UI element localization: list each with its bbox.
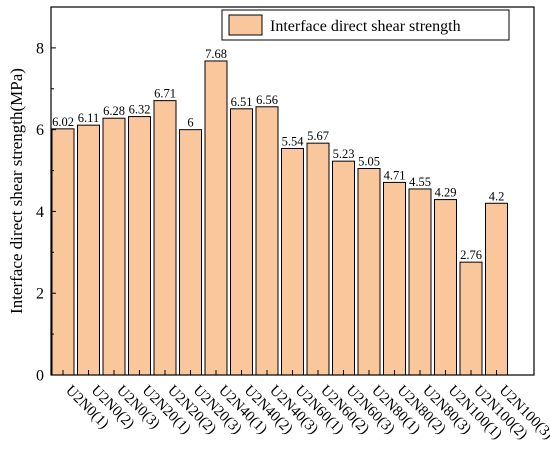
bar-U2N40(3) (255, 106, 279, 376)
data-label-U2N100(3): 4.2 (489, 189, 505, 203)
bar-U2N20(1) (128, 116, 151, 376)
bar-U2N60(3) (332, 160, 355, 376)
y-tick-label: 6 (36, 122, 44, 139)
bar-U2N0(2) (77, 124, 100, 376)
bar-U2N0(1) (51, 128, 75, 376)
data-label-U2N40(1): 7.68 (205, 47, 227, 61)
legend-label: Interface direct shear strength (270, 18, 461, 35)
bar-U2N60(2) (306, 142, 330, 376)
data-label-U2N20(2): 6.71 (154, 87, 176, 101)
data-label-U2N80(2): 4.71 (384, 168, 406, 182)
data-label-U2N80(3): 4.55 (409, 175, 431, 189)
bar-U2N20(2) (153, 100, 177, 376)
data-label-U2N20(3): 6 (187, 116, 193, 130)
x-axis: U2N0(1)U2N0(2)U2N0(3)U2N20(1)U2N20(2)U2N… (62, 370, 550, 443)
bar-U2N100(1) (434, 199, 457, 376)
data-label-U2N40(2): 6.51 (231, 95, 253, 109)
legend: Interface direct shear strength (221, 9, 510, 41)
data-label-U2N40(3): 6.56 (256, 93, 278, 107)
y-axis-title: Interface direct shear strength(MPa) (7, 68, 26, 314)
data-label-U2N100(2): 2.76 (460, 248, 482, 262)
bar-U2N80(2) (383, 181, 406, 376)
y-tick-label: 4 (36, 204, 44, 221)
bar-U2N40(2) (230, 108, 253, 376)
y-tick-label: 8 (36, 40, 44, 57)
bar-U2N0(3) (102, 117, 126, 376)
bar-U2N20(3) (179, 129, 202, 376)
y-tick-label: 2 (36, 286, 44, 303)
y-axis: 0 2 4 6 8 (36, 40, 56, 385)
data-label-U2N20(1): 6.32 (129, 103, 151, 117)
data-labels-group: 6.02 6.11 6.28 6.326.71 6 7.68 6.51 6.56 5.54 5.6… (52, 47, 504, 262)
data-label-U2N60(2): 5.67 (307, 129, 329, 143)
bar-U2N40(1) (204, 60, 228, 376)
y-tick-label: 0 (36, 368, 44, 385)
bar-U2N60(1) (281, 147, 304, 376)
bar-U2N100(3) (485, 202, 508, 376)
data-label-U2N60(1): 5.54 (282, 134, 305, 148)
data-label-U2N60(3): 5.23 (333, 147, 355, 161)
data-label-U2N100(1): 4.29 (435, 186, 457, 200)
bar-U2N80(1) (357, 168, 381, 376)
legend-swatch (228, 14, 263, 36)
bar-U2N100(2) (459, 261, 483, 376)
data-label-U2N0(3): 6.28 (103, 104, 125, 118)
data-label-U2N80(1): 5.05 (358, 155, 380, 169)
data-label-U2N0(2): 6.11 (78, 111, 99, 125)
bars-group (51, 60, 508, 376)
bar-U2N80(3) (408, 188, 432, 376)
data-label-U2N0(1): 6.02 (52, 115, 74, 129)
legend-box (221, 9, 510, 41)
